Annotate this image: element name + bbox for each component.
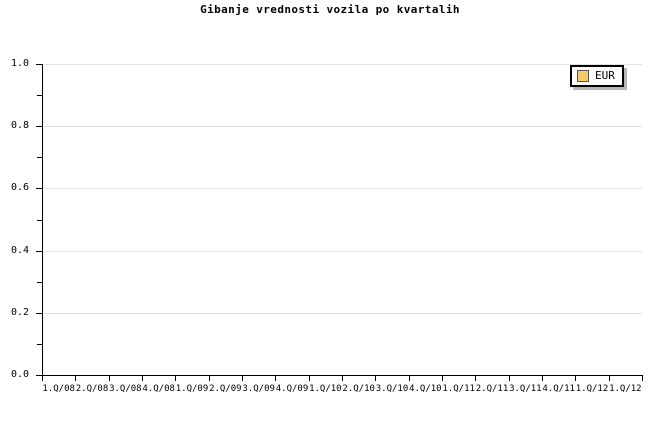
x-axis-line [42, 375, 643, 376]
x-axis-label: 3.Q/09 [242, 384, 275, 394]
y-axis-label: 0.6 [10, 182, 29, 194]
x-axis-label: 4.Q/10 [409, 384, 442, 394]
x-axis-label: 1.Q/08 [42, 384, 75, 394]
y-axis-tick [36, 375, 42, 376]
x-axis-tick [409, 376, 410, 381]
y-axis-minor-tick [37, 95, 42, 97]
x-axis-tick [309, 376, 310, 381]
y-axis-minor-tick [37, 219, 42, 221]
gridline [42, 312, 642, 314]
chart-legend[interactable]: EUR [570, 65, 624, 87]
x-axis-tick [642, 376, 643, 381]
x-axis-tick [442, 376, 443, 381]
y-axis-tick [36, 250, 42, 252]
x-axis-label: 2.Q/09 [209, 384, 242, 394]
x-axis-label: 4.Q/11 [542, 384, 575, 394]
x-axis-label: 2.Q/11 [475, 384, 509, 394]
chart-title: Gibanje vrednosti vozila po kvartalih [200, 3, 460, 16]
x-axis-tick [75, 376, 76, 381]
x-axis-tick [175, 376, 176, 381]
x-axis-label: 2.Q/10 [342, 384, 375, 394]
y-axis-tick [36, 64, 42, 65]
x-axis-label: 1.Q/09 [175, 384, 209, 394]
y-axis-minor-tick [37, 343, 42, 345]
y-axis-label: 1.0 [10, 58, 29, 69]
x-axis-tick [342, 376, 343, 381]
y-axis-tick [36, 312, 42, 314]
y-axis-minor-tick [37, 157, 42, 159]
x-axis-label: 1.Q/10 [309, 384, 342, 394]
y-axis-minor-tick [37, 281, 42, 283]
x-axis-tick [275, 376, 276, 381]
x-axis-label: 3.Q/11 [509, 384, 542, 394]
x-axis-label: 3.Q/08 [109, 384, 142, 394]
y-axis-tick [36, 126, 42, 128]
y-axis-line [42, 64, 43, 376]
x-axis-tick [575, 376, 576, 381]
x-axis-label: 4.Q/09 [275, 384, 309, 394]
plot-area [42, 64, 642, 375]
x-axis-tick [142, 376, 143, 381]
x-axis-label: 1.Q/12 [575, 384, 609, 394]
x-axis-tick [475, 376, 476, 381]
y-axis-label: 0.0 [10, 369, 29, 380]
x-axis-tick [109, 376, 110, 381]
x-axis-tick [242, 376, 243, 381]
x-axis-tick [609, 376, 610, 381]
gridline [42, 64, 642, 65]
gridline [42, 188, 642, 190]
x-axis-label: 1.Q/12 [609, 384, 642, 394]
x-axis-tick [209, 376, 210, 381]
legend-label-eur: EUR [595, 69, 615, 82]
x-axis-label: 3.Q/10 [375, 384, 409, 394]
legend-swatch-eur [577, 70, 589, 82]
y-axis-label: 0.4 [10, 244, 29, 256]
x-axis-label: 1.Q/11 [442, 384, 475, 394]
y-axis-label: 0.2 [10, 306, 29, 318]
gridline [42, 250, 642, 252]
x-axis-tick [42, 376, 43, 381]
x-axis-tick [509, 376, 510, 381]
gridline [42, 126, 642, 128]
y-axis-label: 0.8 [10, 120, 29, 132]
y-axis-tick [36, 188, 42, 190]
x-axis-label: 4.Q/08 [142, 384, 175, 394]
x-axis-tick [542, 376, 543, 381]
x-axis-label: 2.Q/08 [75, 384, 109, 394]
x-axis-tick [375, 376, 376, 381]
